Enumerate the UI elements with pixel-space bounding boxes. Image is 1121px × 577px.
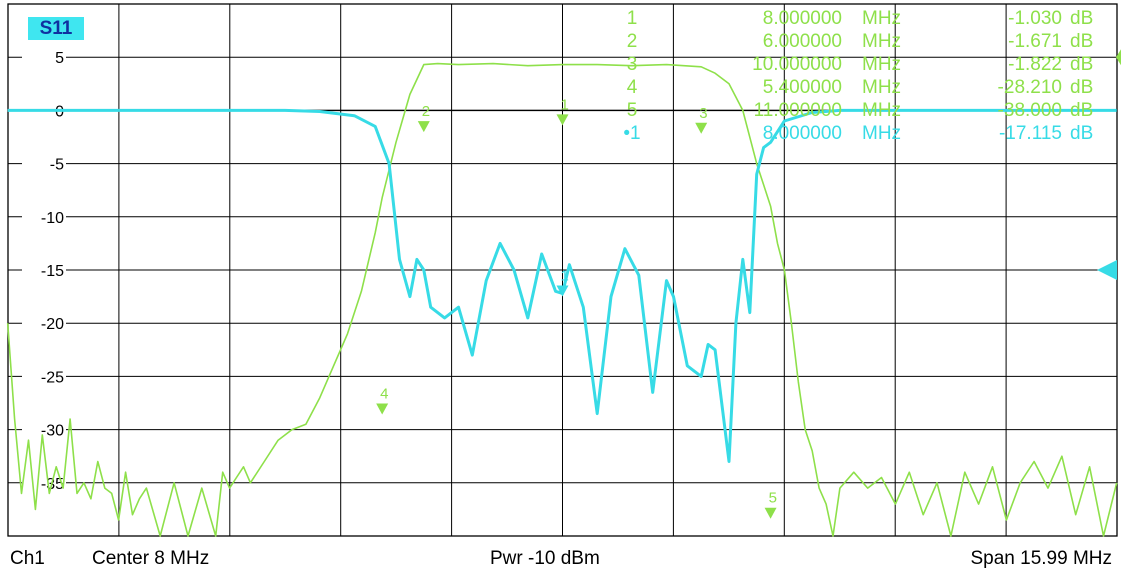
marker-table-value-unit: dB: [1070, 54, 1093, 75]
marker-table-label: •1: [623, 123, 640, 144]
marker-table-unit: MHz: [862, 31, 901, 52]
marker-table-value: -1.030: [1008, 8, 1062, 29]
ref-arrow-trace-2: [1097, 260, 1117, 280]
y-tick-label: 5: [55, 50, 64, 67]
marker-table-value: -1.822: [1008, 54, 1062, 75]
frequency-span: Span 15.99 MHz: [970, 548, 1112, 569]
marker-table-frequency: 10.000000: [752, 54, 842, 75]
marker-table-value: -17.115: [999, 123, 1062, 144]
marker-1-4: [376, 403, 389, 415]
y-tick-label-bg: [22, 420, 66, 439]
y-tick-label: -25: [41, 369, 64, 386]
trace-label-s11[interactable]: S11: [28, 17, 84, 40]
y-tick-label-bg: [22, 207, 66, 226]
marker-table-value: -28.210: [998, 77, 1062, 98]
y-tick-label: -35: [41, 476, 64, 493]
trace-2-line: [7, 108, 1117, 463]
marker-1-3: [695, 122, 708, 134]
marker-table-label: 5: [627, 100, 638, 121]
marker-2-1: [556, 285, 569, 297]
marker-label: 5: [769, 490, 777, 507]
marker-label: 2: [422, 103, 430, 120]
channel-label: Ch1: [10, 548, 45, 569]
marker-table-value-unit: dB: [1070, 100, 1093, 121]
marker-label: 4: [380, 386, 388, 403]
marker-table-value-unit: dB: [1070, 77, 1093, 98]
marker-label: 3: [699, 105, 707, 122]
marker-label: 1: [561, 96, 569, 113]
marker-table-label: 2: [627, 31, 638, 52]
y-tick-label-bg: [22, 261, 66, 279]
marker-table-frequency: 5.400000: [763, 77, 842, 98]
marker-table-value: -38.000: [998, 100, 1062, 121]
y-tick-label: -30: [41, 423, 64, 440]
marker-table-unit: MHz: [862, 77, 901, 98]
marker-table-label: 3: [627, 54, 638, 75]
marker-table-frequency: 6.000000: [763, 31, 842, 52]
y-tick-label-bg: [22, 314, 66, 333]
marker-table-unit: MHz: [862, 8, 901, 29]
marker-table-frequency: 8.000000: [763, 123, 842, 144]
marker-table-label: 1: [627, 8, 638, 29]
trace-1-line: [6, 62, 1118, 537]
marker-table-value-unit: dB: [1070, 123, 1093, 144]
marker-table-unit: MHz: [862, 100, 901, 121]
marker-table-value-unit: dB: [1070, 31, 1093, 52]
marker-1-2: [417, 121, 430, 133]
marker-table-unit: MHz: [862, 123, 901, 144]
marker-table-value: -1.671: [1008, 31, 1062, 52]
power-level: Pwr -10 dBm: [490, 548, 600, 569]
marker-table-value-unit: dB: [1070, 8, 1093, 29]
y-tick-label: -20: [41, 316, 64, 333]
marker-1-5: [764, 507, 777, 519]
marker-1-1: [556, 114, 569, 126]
marker-table-frequency: 8.000000: [763, 8, 842, 29]
marker-table-frequency: 11.000000: [754, 100, 842, 121]
center-frequency: Center 8 MHz: [92, 548, 210, 569]
y-tick-label: -10: [41, 210, 64, 227]
ref-arrow-trace-1: [1116, 49, 1121, 66]
y-tick-label-bg: [22, 154, 66, 173]
y-tick-label: -15: [41, 263, 64, 280]
marker-label: 1: [561, 268, 569, 285]
marker-table-unit: MHz: [862, 54, 901, 75]
y-tick-label-bg: [22, 367, 66, 386]
y-tick-label-bg: [22, 48, 66, 67]
y-tick-label: -5: [50, 157, 64, 174]
marker-table-label: 4: [627, 77, 638, 98]
